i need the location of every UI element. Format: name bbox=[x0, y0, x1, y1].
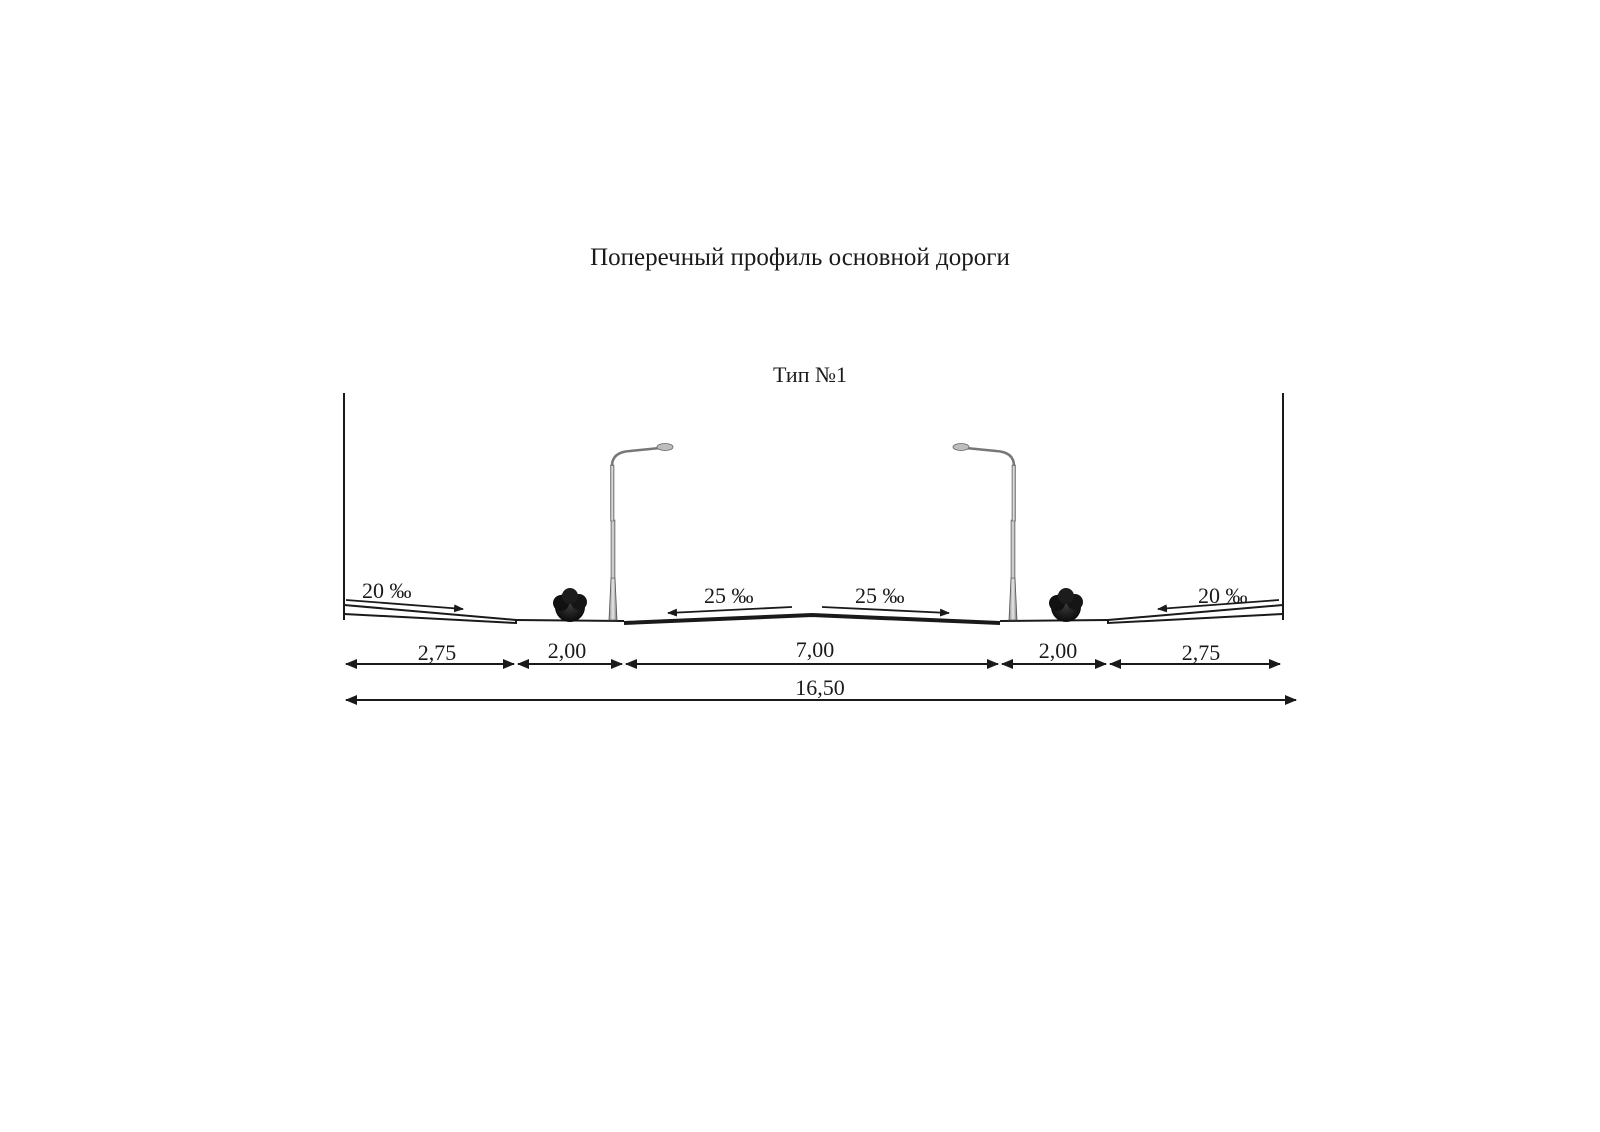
carriageway-surface bbox=[623, 612, 1001, 625]
right-carriageway-slope-label: 25 ‰ bbox=[855, 583, 905, 608]
street-lamp-icon bbox=[608, 443, 674, 621]
dim-label-right-sidewalk: 2,75 bbox=[1182, 640, 1221, 665]
dim-label-right-green-strip: 2,00 bbox=[1039, 638, 1078, 663]
profile-type-label: Тип №1 bbox=[773, 362, 847, 387]
shrub-icon bbox=[1049, 588, 1083, 622]
left-carriageway-slope-arrow bbox=[667, 606, 793, 617]
right-carriageway-slope-arrow bbox=[821, 606, 950, 617]
left-sidewalk bbox=[343, 604, 517, 625]
street-lamp-icon bbox=[952, 443, 1018, 621]
dim-label-left-sidewalk: 2,75 bbox=[418, 640, 457, 665]
left-sidewalk-slope-label: 20 ‰ bbox=[362, 578, 412, 603]
shrub-icon bbox=[553, 588, 587, 622]
right-sidewalk-slope-arrow bbox=[1157, 599, 1280, 613]
dim-label-total: 16,50 bbox=[795, 675, 845, 700]
left-sidewalk-slope-arrow bbox=[345, 599, 464, 613]
right-sidewalk-slope-label: 20 ‰ bbox=[1198, 583, 1248, 608]
dim-label-left-green-strip: 2,00 bbox=[548, 638, 587, 663]
left-carriageway-slope-label: 25 ‰ bbox=[704, 583, 754, 608]
right-green-strip-ground bbox=[999, 619, 1109, 622]
dim-label-carriageway: 7,00 bbox=[796, 637, 835, 662]
diagram-title: Поперечный профиль основной дороги bbox=[590, 244, 1010, 271]
right-sidewalk bbox=[1107, 604, 1284, 625]
